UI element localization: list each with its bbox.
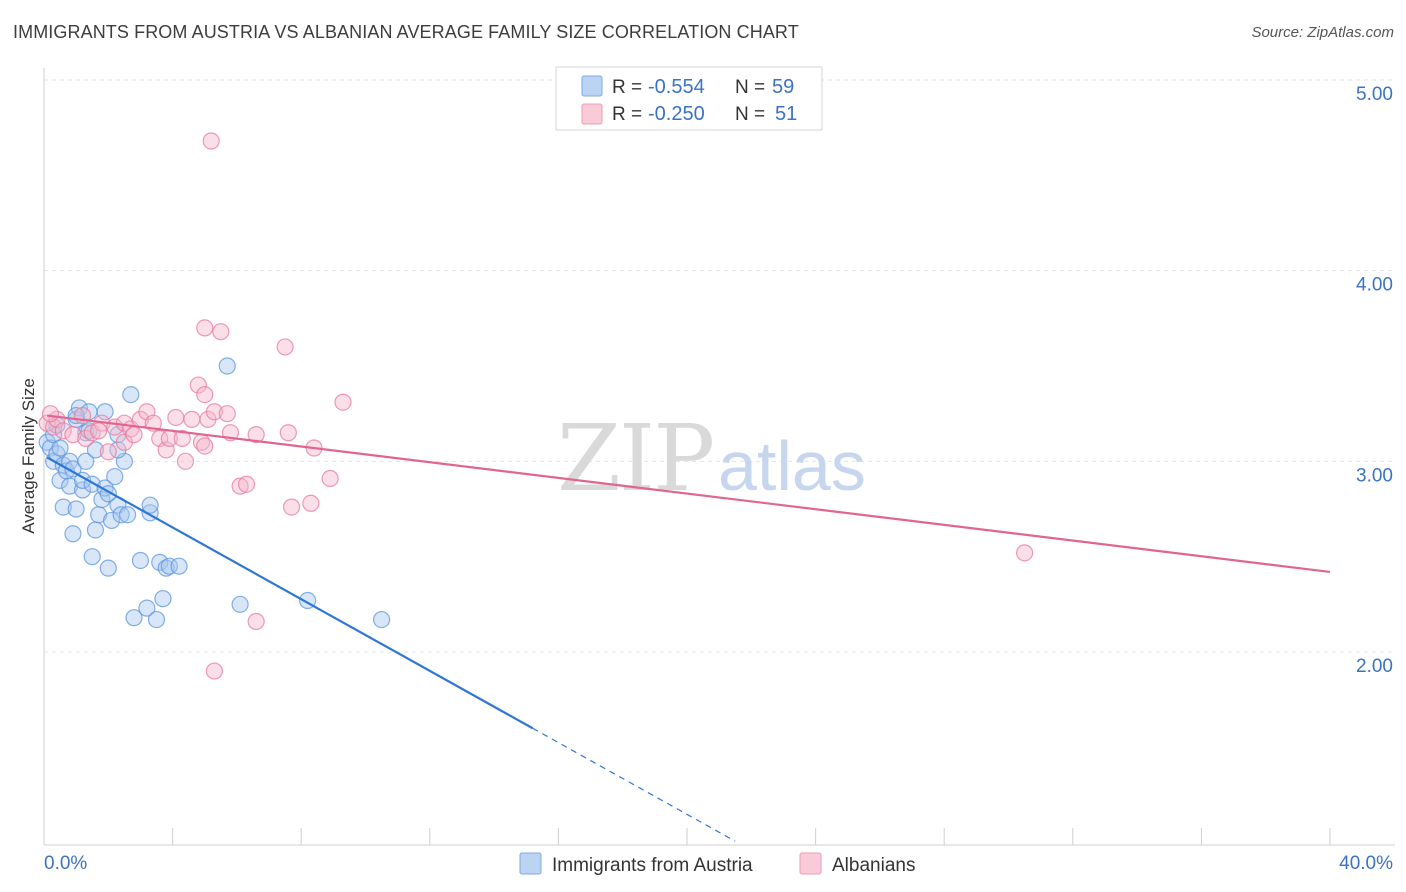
point-albanians [276, 338, 294, 356]
legend-stats: R = -0.554 N = 59 R = -0.250 N = 51 [555, 66, 823, 131]
point-albanians [183, 410, 201, 428]
legend-n-value: 51 [775, 103, 797, 125]
legend-label-albanians: Albanians [832, 855, 915, 876]
legend-swatch-albanians [799, 852, 822, 875]
point-austria [231, 595, 249, 613]
watermark-zip: ZIP [557, 405, 713, 512]
legend-n-value: 59 [772, 76, 794, 98]
legend-series: Immigrants from Austria Albanians [519, 852, 915, 876]
point-albanians [321, 469, 339, 488]
point-austria [131, 551, 150, 570]
point-albanians [196, 386, 214, 404]
legend-r-label: R = [612, 104, 642, 125]
x-tick-label: 0.0% [44, 853, 87, 874]
point-albanians [279, 424, 297, 442]
point-austria [170, 557, 188, 575]
point-austria [86, 521, 105, 539]
point-austria [83, 548, 101, 566]
legend-label-austria: Immigrants from Austria [552, 855, 753, 876]
y-tick-labels: 2.00 3.00 4.00 5.00 [1356, 84, 1393, 677]
point-albanians [173, 429, 191, 448]
point-albanians [237, 475, 256, 493]
legend-r-label: R = [612, 77, 642, 98]
point-albanians [202, 132, 220, 150]
y-tick-label: 2.00 [1356, 656, 1393, 677]
trend-line-albanians [47, 414, 1331, 574]
point-albanians [334, 393, 352, 411]
point-austria [147, 610, 166, 629]
x-tick-label: 40.0% [1339, 853, 1393, 874]
point-albanians [41, 405, 60, 423]
legend-n-label: N = [735, 104, 765, 125]
point-albanians [231, 477, 249, 495]
point-albanians [99, 443, 117, 461]
point-albanians [205, 662, 223, 680]
watermark-atlas: atlas [718, 427, 866, 505]
x-tick-labels: 0.0% 40.0% [44, 853, 1393, 874]
point-albanians [218, 405, 236, 423]
point-albanians [64, 426, 82, 444]
point-austria [54, 498, 72, 516]
point-austria [122, 386, 140, 404]
source-credit: Source: ZipAtlas.com [1251, 24, 1394, 41]
point-austria [64, 525, 82, 543]
point-austria [154, 590, 172, 608]
point-austria [99, 559, 117, 577]
point-austria [112, 506, 130, 524]
point-austria [73, 471, 92, 489]
point-austria [102, 511, 121, 530]
point-austria [141, 496, 159, 514]
point-albanians [90, 422, 108, 440]
point-austria [41, 439, 60, 457]
point-albanians [167, 408, 185, 427]
point-albanians [247, 426, 265, 444]
gridlines [44, 79, 1395, 653]
data-points [38, 132, 1034, 680]
chart-title: IMMIGRANTS FROM AUSTRIA VS ALBANIAN AVER… [13, 22, 799, 42]
y-axis-title: Average Family Size [19, 378, 38, 534]
point-austria [138, 599, 156, 617]
point-albanians [205, 403, 223, 421]
y-tick-label: 4.00 [1356, 275, 1393, 296]
point-austria [67, 500, 85, 518]
legend-r-value: -0.554 [648, 76, 705, 98]
point-albanians [125, 426, 143, 444]
point-albanians [77, 429, 95, 448]
point-austria [86, 441, 105, 459]
point-austria [218, 357, 236, 375]
point-austria [106, 467, 124, 486]
point-austria [73, 481, 92, 499]
legend-swatch-albanians [581, 103, 603, 125]
point-austria [160, 557, 178, 575]
trend-lines [46, 414, 1331, 842]
axes [43, 68, 1395, 846]
point-albanians [196, 319, 214, 337]
y-tick-label: 3.00 [1356, 465, 1393, 486]
trend-line-austria [46, 456, 534, 730]
point-albanians [176, 452, 195, 470]
point-austria [151, 553, 169, 571]
point-austria [372, 610, 391, 629]
point-albanians [282, 498, 301, 516]
point-albanians [247, 612, 265, 631]
legend-swatch-austria [581, 75, 603, 97]
legend-r-value: -0.250 [648, 103, 705, 125]
point-albanians [302, 494, 320, 512]
point-albanians [54, 422, 72, 440]
legend-swatch-austria [519, 852, 542, 875]
point-austria [125, 609, 143, 627]
point-austria [51, 439, 69, 457]
point-albanians [1015, 544, 1034, 562]
legend-n-label: N = [735, 77, 765, 98]
point-austria [77, 452, 95, 470]
point-albanians [196, 437, 214, 455]
point-albanians [212, 323, 230, 341]
y-tick-label: 5.00 [1356, 84, 1393, 105]
point-albanians [189, 376, 207, 394]
trend-line-austria-extrapolated [532, 727, 736, 842]
point-austria [118, 506, 137, 524]
